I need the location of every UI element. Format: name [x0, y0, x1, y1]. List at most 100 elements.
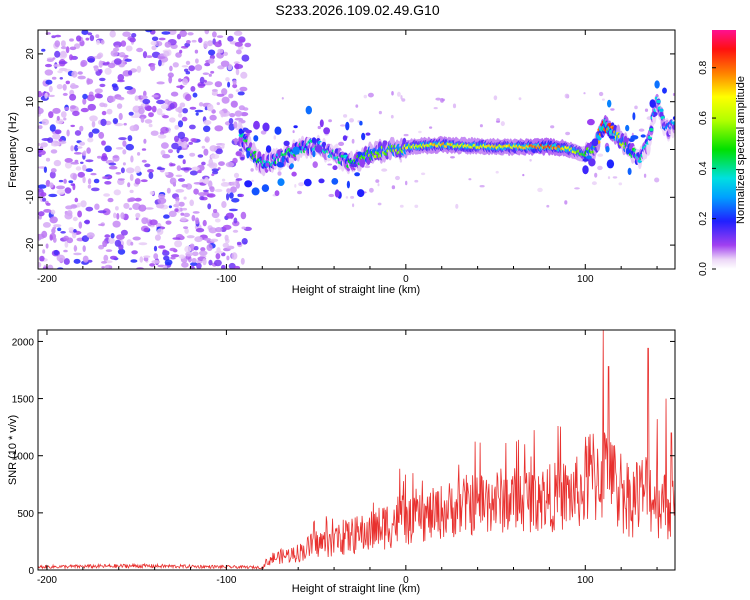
noise-cell	[237, 91, 245, 96]
noise-cell	[140, 116, 145, 123]
noise-cell	[149, 263, 156, 267]
noise-cell	[82, 255, 89, 263]
noise-cell	[233, 61, 240, 65]
noise-cell	[228, 93, 234, 99]
ridge-cell	[586, 143, 592, 148]
noise-cell	[122, 31, 131, 37]
noise-cell	[138, 114, 147, 120]
ridge-cell	[277, 149, 281, 157]
noise-cell	[151, 36, 159, 42]
noise-cell	[190, 262, 198, 266]
noise-cell	[164, 259, 173, 266]
ridge-cell	[354, 172, 360, 177]
ridge-cell	[630, 135, 639, 140]
noise-cell	[221, 96, 230, 104]
ridge-cell	[606, 159, 615, 169]
noise-cell	[58, 138, 63, 142]
noise-cell	[182, 159, 186, 165]
noise-cell	[69, 54, 73, 61]
noise-cell	[94, 203, 100, 210]
noise-cell	[107, 62, 116, 69]
noise-cell	[141, 217, 149, 225]
noise-cell	[232, 157, 238, 164]
noise-cell	[82, 150, 87, 156]
noise-cell	[610, 108, 615, 111]
noise-cell	[38, 142, 41, 147]
noise-cell	[435, 97, 442, 101]
noise-cell	[186, 40, 191, 44]
noise-cell	[618, 182, 623, 186]
noise-cell	[162, 154, 171, 159]
ridge-cell	[605, 146, 610, 153]
noise-cell	[110, 233, 115, 239]
noise-cell	[75, 166, 82, 171]
noise-cell	[52, 226, 57, 230]
snr-x-label: Height of straight line (km)	[292, 583, 420, 595]
noise-cell	[64, 161, 72, 169]
y-tick-label: -10	[25, 190, 36, 205]
noise-cell	[381, 168, 388, 172]
noise-cell	[38, 262, 42, 268]
noise-cell	[234, 110, 243, 117]
noise-cell	[189, 124, 196, 130]
noise-cell	[232, 229, 239, 233]
noise-cell	[455, 203, 459, 209]
noise-cell	[69, 93, 77, 101]
noise-cell	[328, 119, 332, 123]
ridge-cell	[312, 161, 318, 169]
noise-cell	[234, 63, 240, 70]
noise-cell	[138, 107, 145, 115]
noise-cell	[169, 117, 176, 123]
noise-cell	[64, 187, 72, 194]
noise-cell	[145, 105, 152, 112]
noise-cell	[148, 112, 154, 118]
colorbar-tick-label: 0.2	[698, 211, 709, 225]
noise-cell	[49, 216, 58, 224]
noise-cell	[151, 94, 159, 98]
noise-cell	[203, 237, 212, 241]
noise-cell	[550, 125, 555, 129]
y-tick-label: 2000	[12, 337, 35, 348]
noise-cell	[598, 91, 604, 97]
noise-cell	[166, 187, 171, 194]
noise-cell	[100, 155, 108, 162]
noise-cell	[654, 177, 660, 183]
noise-cell	[53, 142, 61, 146]
noise-cell	[41, 48, 46, 52]
noise-cell	[230, 100, 238, 108]
noise-cell	[500, 121, 505, 127]
noise-cell	[56, 189, 66, 195]
noise-cell	[69, 46, 77, 51]
noise-cell	[66, 129, 70, 137]
noise-cell	[137, 152, 141, 156]
noise-cell	[48, 111, 54, 119]
noise-cell	[452, 103, 457, 109]
noise-cell	[189, 106, 197, 110]
noise-cell	[189, 170, 198, 176]
noise-cell	[91, 128, 100, 134]
noise-cell	[47, 264, 54, 269]
noise-cell	[226, 255, 230, 261]
noise-cell	[63, 117, 67, 121]
noise-cell	[207, 180, 213, 188]
noise-cell	[235, 178, 243, 181]
noise-cell	[87, 137, 94, 143]
noise-cell	[88, 131, 94, 138]
noise-cell	[180, 167, 189, 171]
noise-cell	[607, 176, 611, 180]
noise-cell	[377, 183, 380, 187]
noise-cell	[70, 105, 76, 110]
noise-cell	[136, 47, 144, 53]
noise-cell	[493, 95, 498, 101]
noise-cell	[240, 211, 247, 220]
ridge-cell	[253, 120, 260, 130]
ridge-cell	[357, 189, 365, 198]
noise-cell	[236, 49, 242, 55]
noise-cell	[198, 192, 207, 197]
noise-cell	[153, 245, 158, 252]
noise-cell	[211, 88, 218, 92]
noise-cell	[130, 241, 134, 246]
noise-cell	[202, 72, 210, 75]
ridge-cell	[672, 123, 675, 130]
